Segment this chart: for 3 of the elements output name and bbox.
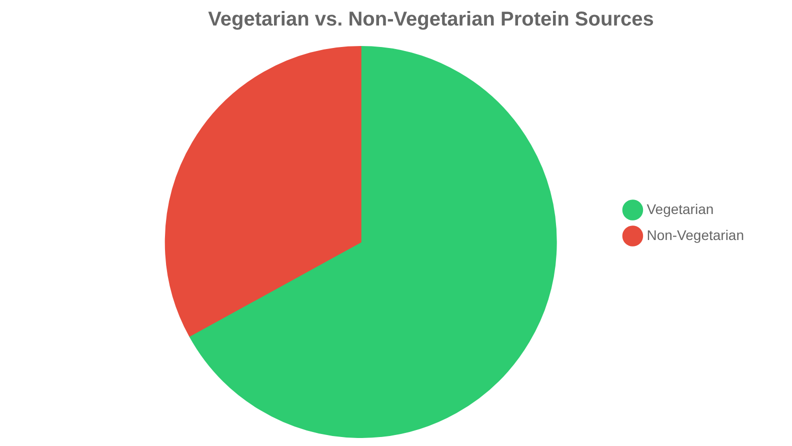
- chart-title: Vegetarian vs. Non-Vegetarian Protein Sources: [208, 8, 654, 31]
- legend-label: Vegetarian: [646, 200, 714, 217]
- legend-label: Non-Vegetarian: [646, 226, 744, 243]
